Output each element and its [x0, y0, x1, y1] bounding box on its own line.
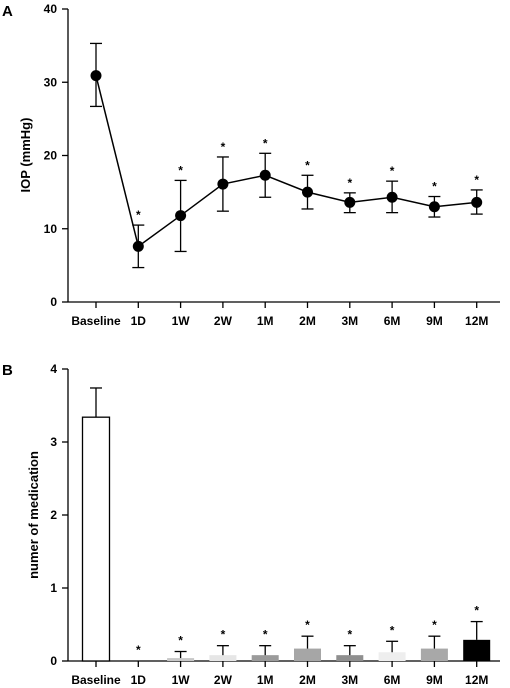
x-tick-label: 1M: [257, 314, 274, 328]
significance-marker: *: [263, 628, 268, 642]
significance-marker: *: [390, 623, 395, 637]
y-tick-label: 40: [44, 2, 58, 16]
significance-marker: *: [432, 618, 437, 632]
y-tick-label: 0: [50, 295, 57, 309]
significance-marker: *: [305, 618, 310, 632]
panel-b-axes: 0 1 2 3 4 Baseline 1D 1W 2W 1M 2M 3M 6M 9M 12M: [50, 362, 500, 687]
x-tick-label: 12M: [465, 314, 488, 328]
y-tick-label: 10: [44, 222, 58, 236]
x-tick-label: 6M: [384, 314, 401, 328]
panel-a-chart: A IOP (mmHg) 0 10 20 30 40 Baseline 1D 1W 2W 1M 2M…: [2, 2, 500, 328]
significance-marker: *: [221, 628, 226, 642]
panel-a-y-axis-title: IOP (mmHg): [18, 118, 33, 193]
y-tick-label: 1: [50, 581, 57, 595]
series-line: [95, 75, 477, 248]
x-tick-label: 1M: [257, 673, 274, 687]
bar: [336, 655, 364, 661]
x-tick-label: 2M: [299, 673, 316, 687]
bar: [209, 655, 237, 661]
x-tick-label: 1W: [172, 314, 191, 328]
x-tick-label: 3M: [341, 673, 358, 687]
data-point: [302, 186, 313, 198]
x-tick-label: 3M: [341, 314, 358, 328]
significance-marker: *: [305, 158, 310, 172]
significance-marker: *: [178, 634, 183, 648]
panel-b-y-axis-title: numer of medication: [26, 451, 41, 579]
panel-b-marks: * * * * * * * * *: [81, 387, 491, 662]
data-point: [132, 240, 144, 252]
x-tick-label: 1D: [131, 673, 147, 687]
data-point: [217, 178, 229, 190]
x-tick-label: 6M: [384, 673, 401, 687]
bar: [420, 648, 448, 661]
bar: [81, 416, 111, 662]
data-point: [386, 191, 398, 203]
x-tick-label: 2M: [299, 314, 316, 328]
significance-marker: *: [136, 208, 141, 222]
x-tick-label: 1D: [131, 314, 147, 328]
x-tick-label: 9M: [426, 314, 443, 328]
data-point: [90, 70, 102, 82]
x-tick-label: Baseline: [71, 314, 121, 328]
y-tick-label: 3: [50, 435, 57, 449]
panel-b-letter: B: [2, 362, 13, 379]
data-point: [344, 196, 356, 208]
panel-b-chart: B numer of medication 0 1 2 3 4 Baseline 1D 1W 2…: [2, 362, 500, 687]
significance-marker: *: [347, 628, 352, 642]
significance-marker: *: [390, 164, 395, 178]
significance-marker: *: [347, 176, 352, 190]
y-tick-label: 2: [50, 508, 57, 522]
x-tick-label: 9M: [426, 673, 443, 687]
bar: [251, 655, 279, 661]
x-tick-label: 2W: [214, 673, 233, 687]
significance-marker: *: [221, 140, 226, 154]
significance-marker: *: [432, 180, 437, 194]
y-tick-label: 4: [50, 362, 57, 376]
bar: [378, 652, 406, 661]
panel-a-letter: A: [2, 3, 13, 20]
x-tick-label: Baseline: [71, 673, 121, 687]
data-point: [175, 210, 187, 222]
significance-marker: *: [136, 643, 141, 657]
bar: [294, 648, 321, 661]
significance-marker: *: [263, 136, 268, 150]
panel-a-axes: 0 10 20 30 40 Baseline 1D 1W 2W 1M 2M 3M 6M 9M 12M: [44, 2, 500, 328]
data-point: [428, 201, 440, 213]
significance-marker: *: [474, 173, 479, 187]
significance-marker: *: [474, 604, 479, 618]
x-tick-label: 12M: [465, 673, 488, 687]
data-point: [471, 196, 483, 208]
y-tick-label: 20: [44, 149, 58, 163]
significance-marker: *: [178, 163, 183, 177]
bar: [463, 639, 491, 661]
y-tick-label: 0: [50, 654, 57, 668]
bar: [167, 658, 195, 661]
x-tick-label: 1W: [172, 673, 191, 687]
y-tick-label: 30: [44, 75, 58, 89]
x-tick-label: 2W: [214, 314, 233, 328]
panel-a-marks: * * * * * * * * *: [90, 42, 483, 269]
data-point: [259, 169, 271, 181]
